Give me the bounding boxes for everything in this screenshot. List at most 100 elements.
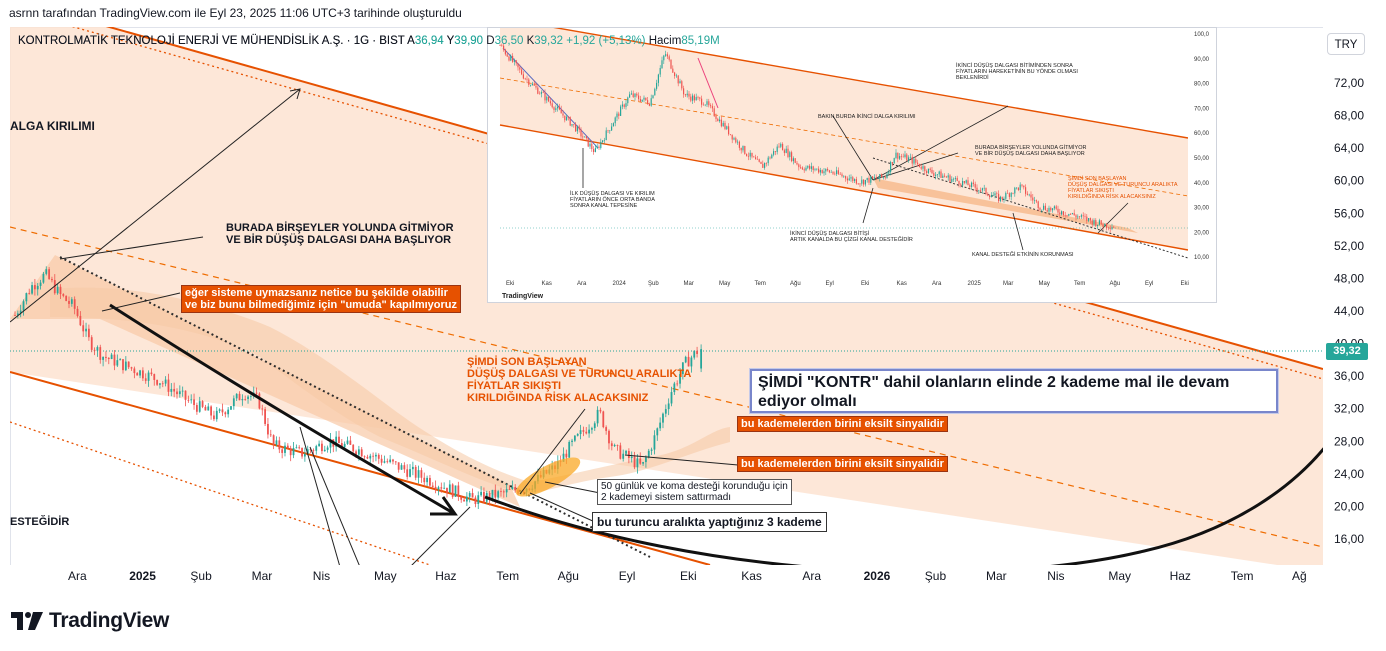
time-tick-label: Tem [496, 569, 519, 583]
candle-body [426, 477, 428, 483]
inset-candle-body [724, 122, 726, 129]
inset-candle-body [825, 168, 827, 172]
inset-time-tick: Eki [861, 281, 869, 287]
squeeze-highlight [515, 457, 581, 497]
candle-body [645, 457, 647, 463]
inset-candle-body [1091, 220, 1093, 225]
candle-body [423, 477, 426, 483]
inset-candle-body [699, 97, 701, 99]
candle-body [471, 493, 474, 498]
inset-candle-body [1032, 197, 1034, 201]
callout-box: ŞİMDİ "KONTR" dahil olanların elinde 2 k… [750, 369, 1278, 413]
candle-body [454, 485, 457, 497]
inset-blue-line [502, 47, 599, 149]
tradingview-logo[interactable]: TradingView [11, 609, 169, 633]
inset-candle-body [1008, 193, 1010, 197]
inset-candle-body [897, 152, 899, 159]
inset-candle-body [864, 179, 866, 185]
inset-candle-body [737, 141, 739, 143]
candle-body [605, 427, 608, 431]
candle-body [622, 453, 625, 459]
candle-body [269, 434, 272, 436]
inset-candle-body [951, 179, 953, 182]
candle-body [215, 410, 218, 420]
inset-candle-body [607, 130, 609, 132]
inset-candle-body [681, 81, 683, 89]
inset-candle-body [1089, 218, 1091, 221]
price-tick-label: 48,00 [1334, 271, 1364, 285]
inset-candle-body [760, 161, 762, 164]
inset-candle-body [1048, 207, 1050, 212]
inset-price-tick: 100,0 [1194, 32, 1210, 38]
currency-button[interactable]: TRY [1327, 33, 1365, 55]
candle-body [403, 465, 406, 470]
inset-candle-body [551, 103, 553, 108]
inset-candle-body [994, 193, 996, 196]
inset-candle-body [756, 159, 758, 160]
candle-body [195, 405, 198, 412]
inset-candle-body [1061, 211, 1063, 215]
inset-pink-line [697, 57, 719, 109]
inset-candle-body [510, 55, 512, 61]
candle-body [360, 449, 363, 457]
open-value-overlay: 36,94 [414, 35, 444, 47]
candle-body [448, 484, 451, 493]
inset-candle-body [969, 185, 971, 188]
inset-price-tick: 20,00 [1194, 230, 1210, 236]
inset-candle-body [571, 124, 573, 126]
candle-body [141, 370, 144, 379]
candle-body [93, 349, 96, 351]
candle-body [662, 413, 664, 423]
inset-candle-body [827, 168, 829, 171]
candle-body [667, 403, 670, 410]
candle-body [357, 449, 360, 455]
inset-candle-body [872, 176, 874, 179]
inset-candle-body [893, 158, 895, 164]
candle-body [255, 392, 258, 394]
inset-candle-body [557, 106, 559, 109]
candle-body [116, 360, 119, 366]
inset-candle-body [749, 152, 751, 157]
candle-body [488, 493, 491, 500]
inset-candle-body [742, 145, 744, 151]
inset-candle-body [960, 184, 962, 186]
inset-candle-body [726, 126, 728, 129]
candle-body [497, 491, 500, 498]
candle-body [181, 390, 184, 392]
candle-body [491, 489, 494, 500]
inset-candle-body [882, 177, 884, 178]
candle-body [281, 449, 284, 453]
inset-chart[interactable]: 100,0 90,00 80,00 70,00 60,00 50,00 40,00 30,00… [487, 27, 1217, 303]
candle-body [133, 368, 136, 374]
candle-body [105, 356, 107, 358]
inset-candle-body [1057, 208, 1059, 213]
inset-candle-body [603, 140, 605, 141]
candle-body [573, 435, 576, 441]
inset-candle-body [834, 173, 836, 175]
inset-candle-body [956, 177, 958, 181]
symbol-name[interactable]: KONTROLMATİK TEKNOLOJİ ENERJİ VE MÜHENDİ… [18, 35, 405, 47]
candle-body [457, 485, 460, 497]
inset-candle-body [1080, 215, 1082, 217]
candle-body [636, 458, 639, 468]
inset-candle-body [796, 162, 798, 165]
inset-candle-body [540, 92, 542, 94]
candle-body [596, 409, 599, 424]
inset-candle-body [998, 193, 1000, 202]
inset-candle-body [506, 54, 508, 57]
inset-candle-body [576, 126, 578, 132]
candle-body [650, 449, 653, 451]
channel-mid-dashed [10, 226, 1323, 548]
candle-body [178, 391, 181, 395]
inset-candle-body [800, 167, 802, 168]
inset-candle-body [764, 162, 766, 168]
inset-time-tick: Mar [1003, 281, 1013, 287]
candle-body [16, 313, 19, 316]
inset-candle-body [535, 85, 537, 88]
time-axis-bg [10, 565, 1323, 592]
inset-candle-body [999, 196, 1001, 202]
inset-axis-bg [1188, 28, 1216, 302]
inset-candle-body [751, 152, 753, 157]
candle-body [295, 447, 298, 449]
candle-body [76, 308, 79, 316]
